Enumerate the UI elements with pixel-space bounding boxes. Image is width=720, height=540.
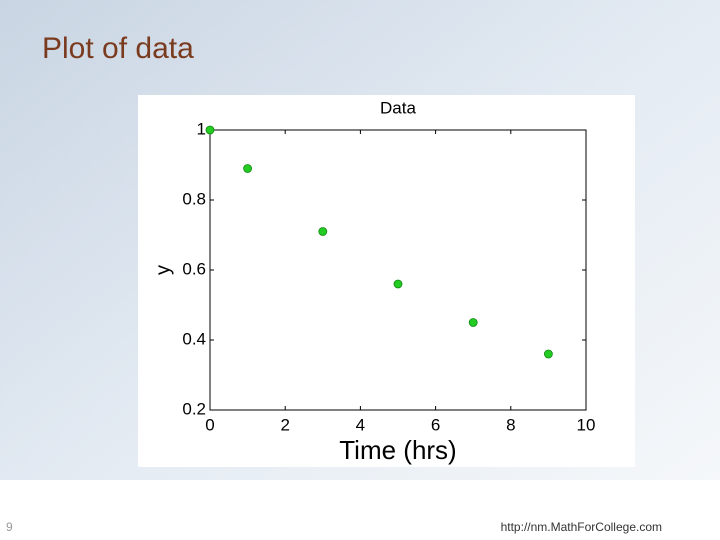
y-tick-label: 0.2 bbox=[182, 399, 206, 418]
page-number: 9 bbox=[6, 520, 13, 534]
x-tick-label: 10 bbox=[577, 415, 596, 434]
x-tick-label: 0 bbox=[205, 415, 214, 434]
x-axis-label: Time (hrs) bbox=[339, 435, 456, 465]
x-tick-label: 6 bbox=[431, 415, 440, 434]
footer-band bbox=[0, 480, 720, 540]
y-axis-label: y bbox=[152, 265, 174, 275]
data-point bbox=[243, 164, 253, 173]
data-point bbox=[318, 227, 328, 236]
footer-url: http://nm.MathForCollege.com bbox=[501, 520, 662, 534]
y-tick-label: 0.8 bbox=[182, 189, 206, 208]
data-point bbox=[205, 125, 215, 135]
chart-title: Data bbox=[380, 98, 416, 117]
x-tick-label: 2 bbox=[280, 415, 289, 434]
data-point bbox=[468, 318, 478, 327]
slide-title: Plot of data bbox=[42, 32, 194, 65]
y-tick-label: 0.6 bbox=[182, 259, 206, 278]
y-tick-label: 0.4 bbox=[182, 329, 206, 348]
plot-background bbox=[138, 95, 635, 467]
y-tick-label: 1 bbox=[197, 119, 206, 138]
x-tick-label: 4 bbox=[356, 415, 365, 434]
data-point bbox=[544, 349, 553, 359]
data-point bbox=[393, 279, 403, 289]
x-tick-label: 8 bbox=[506, 415, 515, 434]
